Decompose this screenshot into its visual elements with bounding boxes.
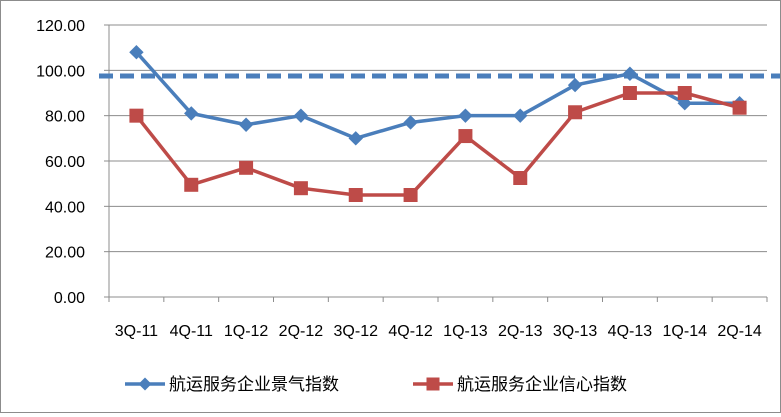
legend-label: 航运服务企业景气指数 [169, 375, 339, 394]
x-tick-label: 3Q-12 [334, 323, 379, 340]
data-point-square [239, 160, 254, 175]
data-point-square [677, 86, 692, 100]
data-point-diamond [184, 106, 199, 121]
x-tick-label: 2Q-14 [717, 323, 762, 340]
x-tick-label: 1Q-12 [224, 323, 269, 340]
data-point-square [348, 188, 363, 202]
x-tick-label: 4Q-13 [608, 323, 653, 340]
series-layer [129, 44, 747, 202]
y-tick-label: 40.00 [45, 199, 85, 216]
legend-label: 航运服务企业信心指数 [457, 375, 627, 394]
legend: 航运服务企业景气指数 航运服务企业信心指数 [125, 375, 627, 394]
gridlines [109, 24, 767, 298]
data-point-square [622, 86, 637, 100]
data-point-square [129, 108, 144, 123]
data-point-square [184, 177, 199, 192]
data-point-diamond [238, 117, 254, 132]
x-tick-label: 3Q-11 [115, 323, 158, 340]
data-point-square [568, 105, 583, 120]
x-tick-label: 4Q-11 [170, 323, 213, 340]
data-point-square [458, 129, 473, 144]
legend-item-2: 航运服务企业信心指数 [413, 375, 627, 394]
data-point-diamond [567, 77, 583, 93]
data-point-square [732, 100, 747, 115]
series-2 [129, 86, 747, 202]
y-tick-label: 60.00 [45, 154, 85, 171]
data-point-square [293, 181, 308, 196]
x-tick-label: 2Q-13 [498, 323, 543, 340]
y-tick-label: 80.00 [45, 109, 85, 126]
y-tick-label: 100.00 [36, 63, 85, 80]
x-tick-label: 1Q-14 [663, 323, 708, 340]
data-point-diamond [513, 108, 528, 123]
data-point-diamond [293, 108, 309, 123]
data-point-square [403, 188, 418, 202]
x-tick-label: 4Q-12 [388, 323, 433, 340]
data-point-diamond [348, 131, 363, 146]
y-tick-labels: 0.00 20.00 40.00 60.00 80.00 100.00 120.00 [36, 18, 85, 307]
y-tick-label: 0.00 [54, 290, 85, 307]
x-tick-label: 2Q-12 [279, 323, 324, 340]
data-point-diamond [403, 115, 418, 130]
axes [104, 24, 768, 302]
series-line [135, 51, 740, 141]
data-point-square [513, 171, 528, 185]
data-point-diamond [458, 108, 473, 123]
x-tick-label: 1Q-13 [443, 323, 488, 340]
y-tick-label: 20.00 [45, 245, 85, 262]
legend-marker-diamond [138, 377, 152, 391]
data-point-diamond [129, 44, 144, 60]
x-tick-labels: 3Q-11 4Q-11 1Q-12 2Q-12 3Q-12 4Q-12 1Q-13 2Q-13… [115, 323, 762, 340]
legend-item-1: 航运服务企业景气指数 [125, 375, 339, 394]
data-point-diamond [622, 66, 638, 81]
series-line [135, 91, 741, 197]
y-tick-label: 120.00 [36, 18, 85, 35]
series-1 [129, 44, 747, 146]
legend-marker-square [426, 377, 440, 391]
x-tick-label: 3Q-13 [553, 323, 598, 340]
